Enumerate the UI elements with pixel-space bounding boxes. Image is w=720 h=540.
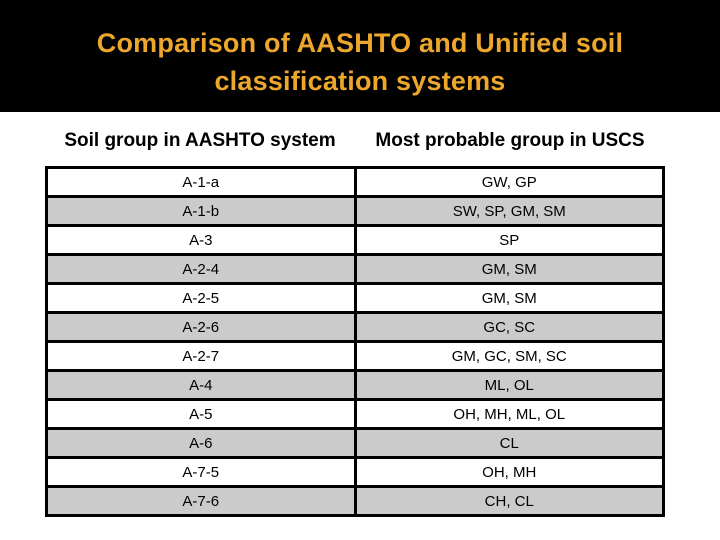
slide-title-bar: Comparison of AASHTO and Unified soil cl… bbox=[0, 0, 720, 112]
aashto-cell: A-2-6 bbox=[45, 311, 357, 343]
uscs-cell: GM, SM bbox=[353, 253, 665, 285]
uscs-cell: OH, MH, ML, OL bbox=[353, 398, 665, 430]
table-row: A-1-b SW, SP, GM, SM bbox=[45, 195, 665, 227]
uscs-cell: CL bbox=[353, 427, 665, 459]
slide-title-line-1: Comparison of AASHTO and Unified soil bbox=[96, 28, 624, 58]
column-header-uscs: Most probable group in USCS bbox=[375, 130, 645, 151]
table-row: A-2-7 GM, GC, SM, SC bbox=[45, 340, 665, 372]
table-row: A-6 CL bbox=[45, 427, 665, 459]
uscs-cell: GM, SM bbox=[353, 282, 665, 314]
table-row: A-4 ML, OL bbox=[45, 369, 665, 401]
aashto-cell: A-1-a bbox=[45, 166, 357, 198]
uscs-cell: SP bbox=[353, 224, 665, 256]
aashto-cell: A-4 bbox=[45, 369, 357, 401]
soil-table-body: A-1-a GW, GP A-1-b SW, SP, GM, SM A-3 SP… bbox=[45, 166, 665, 517]
aashto-cell: A-7-5 bbox=[45, 456, 357, 488]
table-row: A-7-5 OH, MH bbox=[45, 456, 665, 488]
uscs-cell: GC, SC bbox=[353, 311, 665, 343]
soil-classification-table: A-1-a GW, GP A-1-b SW, SP, GM, SM A-3 SP… bbox=[45, 166, 665, 517]
uscs-cell: OH, MH bbox=[353, 456, 665, 488]
slide-title-line-2: classification systems bbox=[214, 66, 506, 96]
uscs-cell: GM, GC, SM, SC bbox=[353, 340, 665, 372]
uscs-cell: SW, SP, GM, SM bbox=[353, 195, 665, 227]
uscs-cell: CH, CL bbox=[353, 485, 665, 517]
aashto-cell: A-3 bbox=[45, 224, 357, 256]
table-row: A-2-4 GM, SM bbox=[45, 253, 665, 285]
table-row: A-2-5 GM, SM bbox=[45, 282, 665, 314]
aashto-cell: A-7-6 bbox=[45, 485, 357, 517]
aashto-cell: A-2-5 bbox=[45, 282, 357, 314]
table-row: A-7-6 CH, CL bbox=[45, 485, 665, 517]
aashto-cell: A-1-b bbox=[45, 195, 357, 227]
column-header-aashto: Soil group in AASHTO system bbox=[64, 130, 336, 151]
table-row: A-2-6 GC, SC bbox=[45, 311, 665, 343]
table-row: A-5 OH, MH, ML, OL bbox=[45, 398, 665, 430]
aashto-cell: A-6 bbox=[45, 427, 357, 459]
table-row: A-3 SP bbox=[45, 224, 665, 256]
table-column-headers: Soil group in AASHTO system Most probabl… bbox=[45, 130, 665, 152]
aashto-cell: A-2-4 bbox=[45, 253, 357, 285]
table-row: A-1-a GW, GP bbox=[45, 166, 665, 198]
uscs-cell: GW, GP bbox=[353, 166, 665, 198]
aashto-cell: A-2-7 bbox=[45, 340, 357, 372]
aashto-cell: A-5 bbox=[45, 398, 357, 430]
uscs-cell: ML, OL bbox=[353, 369, 665, 401]
